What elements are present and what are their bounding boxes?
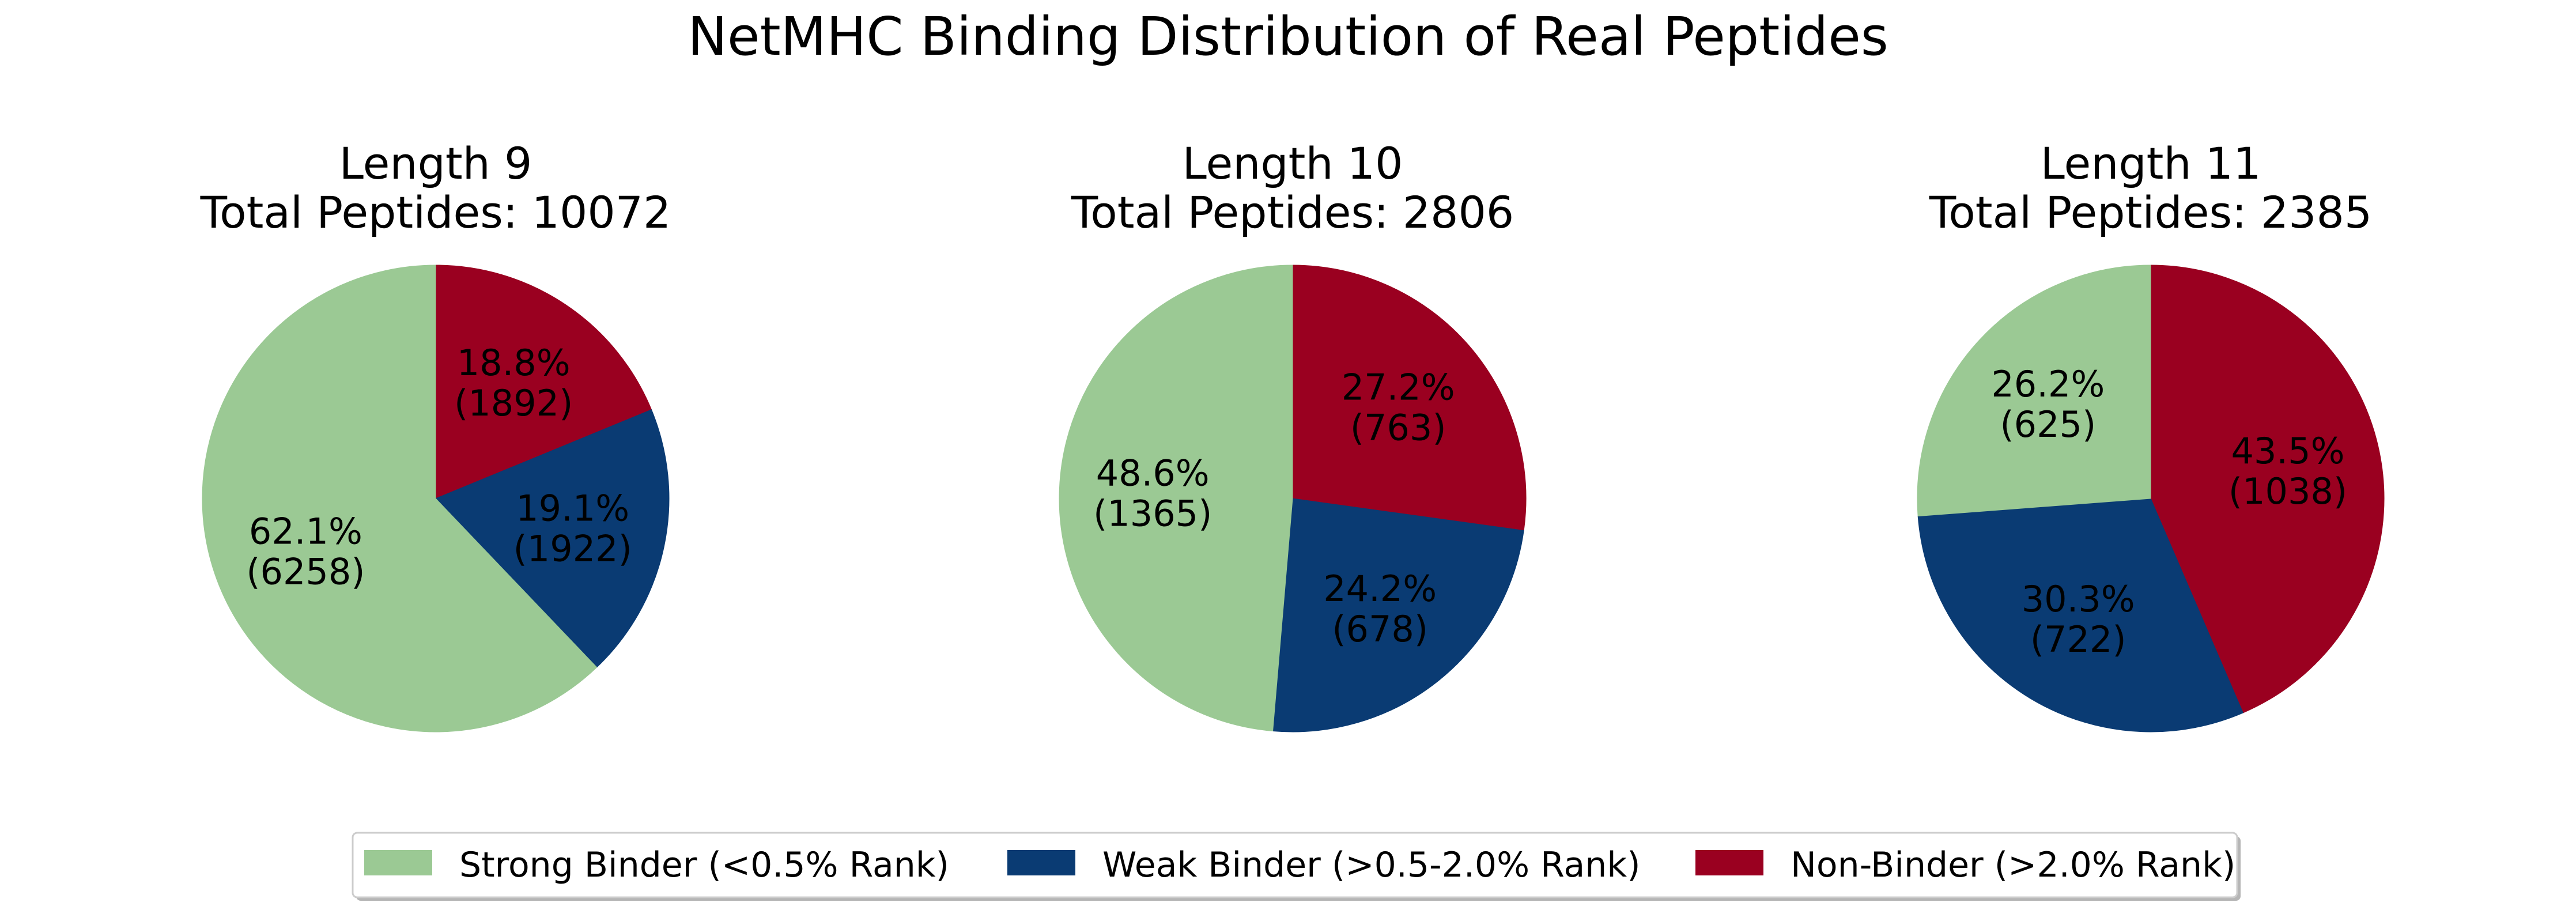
slice-percent-label: 19.1% <box>516 487 629 529</box>
pie-slice <box>1272 498 1524 732</box>
pie-slice <box>1292 265 1527 531</box>
slice-percent-label: 26.2% <box>1991 363 2105 405</box>
pie-slice <box>202 265 598 732</box>
slice-count-label: (1365) <box>1093 493 1212 535</box>
pie-title-line2: Total Peptides: 10072 <box>200 187 671 238</box>
slice-percent-label: 62.1% <box>249 510 362 552</box>
pie-title-line2: Total Peptides: 2385 <box>1929 187 2372 238</box>
slice-percent-label: 48.6% <box>1096 452 1210 494</box>
legend-label: Weak Binder (>0.5-2.0% Rank) <box>1102 845 1641 885</box>
pie-title-line2: Total Peptides: 2806 <box>1071 187 1514 238</box>
legend: Strong Binder (<0.5% Rank) Weak Binder (>… <box>352 832 2241 901</box>
pie-title-line1: Length 11 <box>2040 138 2261 189</box>
slice-percent-label: 18.8% <box>457 342 571 384</box>
pie-slice <box>2150 265 2385 713</box>
legend-swatch <box>1695 850 1763 875</box>
legend-swatch <box>364 850 432 875</box>
slice-percent-label: 24.2% <box>1323 568 1437 610</box>
slice-percent-label: 30.3% <box>2022 578 2135 620</box>
pie-slice <box>1917 498 2243 732</box>
pie-title-line1: Length 9 <box>339 138 532 189</box>
slice-count-label: (1038) <box>2228 470 2347 512</box>
slice-count-label: (1892) <box>454 382 573 424</box>
pie-slice <box>1059 265 1293 732</box>
pie-title-line1: Length 10 <box>1182 138 1403 189</box>
slice-count-label: (1922) <box>513 527 632 569</box>
legend-frame <box>352 832 2238 898</box>
slice-count-label: (625) <box>2000 403 2096 445</box>
slice-count-label: (678) <box>1332 608 1428 650</box>
slice-count-label: (6258) <box>246 550 365 592</box>
slice-count-label: (722) <box>2030 618 2126 660</box>
slice-percent-label: 27.2% <box>1342 366 1455 408</box>
slice-count-label: (763) <box>1350 406 1446 448</box>
pie-slice <box>435 265 652 499</box>
legend-label: Non-Binder (>2.0% Rank) <box>1791 845 2235 885</box>
legend-label: Strong Binder (<0.5% Rank) <box>459 845 949 885</box>
slice-percent-label: 43.5% <box>2231 430 2345 472</box>
legend-swatch <box>1007 850 1075 875</box>
pie-slice <box>435 409 670 668</box>
chart-title: NetMHC Binding Distribution of Real Pept… <box>688 6 1888 67</box>
pie-slice <box>1917 265 2151 517</box>
